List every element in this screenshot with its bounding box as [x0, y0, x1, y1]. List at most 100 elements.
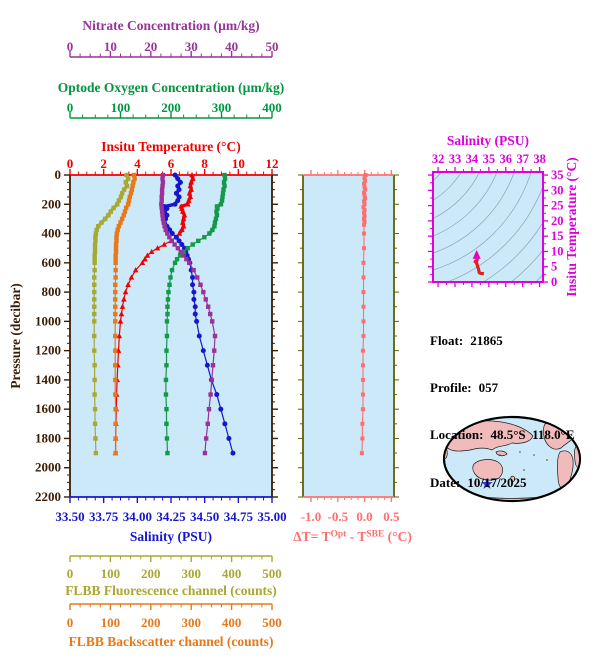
svg-text:300: 300	[181, 615, 201, 630]
svg-text:33: 33	[449, 152, 462, 166]
svg-text:34.50: 34.50	[190, 509, 219, 524]
svg-text:15: 15	[551, 229, 564, 243]
series-oxygen	[163, 172, 228, 456]
svg-text:35: 35	[483, 152, 496, 166]
svg-text:-1.0: -1.0	[301, 509, 322, 524]
axis-nitrate: 0 10 20 30 40 50 Nitrate Concentration (µm/kg)	[67, 18, 279, 58]
svg-text:32: 32	[432, 152, 445, 166]
svg-text:30: 30	[551, 183, 564, 197]
delta-t-axis-title: ΔT= TOpt - TSBE (°C)	[293, 529, 412, 544]
info-value: 48.5°S 118.0°E	[490, 427, 575, 443]
info-label: Float:	[430, 332, 464, 348]
svg-text:0: 0	[67, 156, 74, 171]
svg-text:600: 600	[42, 255, 62, 270]
axis-salinity: 33.50 33.75 34.00 34.25 34.50 34.75 35.00 Salin…	[55, 497, 287, 544]
svg-text:20: 20	[551, 214, 564, 228]
svg-text:40: 40	[225, 39, 238, 54]
svg-text:1600: 1600	[35, 401, 61, 416]
svg-text:0.0: 0.0	[356, 509, 372, 524]
svg-text:37: 37	[516, 152, 529, 166]
svg-text:5: 5	[551, 260, 557, 274]
series-nitrate	[159, 172, 218, 456]
svg-text:34.00: 34.00	[123, 509, 152, 524]
svg-text:400: 400	[222, 566, 242, 581]
float-info-line: Profile: 057	[430, 380, 575, 396]
float-info-line: Float: 21865	[430, 333, 575, 349]
svg-text:Pressure (decibar): Pressure (decibar)	[8, 283, 23, 389]
svg-text:34.25: 34.25	[156, 509, 186, 524]
svg-text:500: 500	[262, 566, 282, 581]
info-value: 10/17/2025	[467, 474, 527, 490]
svg-text:200: 200	[42, 196, 62, 211]
svg-text:FLBB Fluorescence channel (cou: FLBB Fluorescence channel (counts)	[65, 583, 277, 598]
float-info: Float: 21865 Profile: 057 Location: 48.5°S …	[430, 301, 575, 522]
svg-text:Nitrate Concentration (µm/kg): Nitrate Concentration (µm/kg)	[82, 18, 259, 33]
svg-text:200: 200	[141, 566, 161, 581]
svg-text:35: 35	[551, 168, 564, 182]
svg-text:FLBB Backscatter channel (coun: FLBB Backscatter channel (counts)	[69, 634, 274, 649]
svg-text:400: 400	[222, 615, 242, 630]
svg-text:10: 10	[232, 156, 245, 171]
series-fluorescence	[92, 172, 131, 456]
svg-text:34.75: 34.75	[224, 509, 254, 524]
svg-text:50: 50	[266, 39, 279, 54]
svg-text:200: 200	[141, 615, 161, 630]
svg-text:100: 100	[101, 566, 121, 581]
axis-oxygen: 0 100 200 300 400 Optode Oxygen Concentration…	[58, 80, 284, 119]
svg-text:1800: 1800	[35, 430, 61, 445]
svg-text:500: 500	[262, 615, 282, 630]
info-label: Location:	[430, 427, 484, 443]
svg-text:38: 38	[533, 152, 546, 166]
info-label: Profile:	[430, 379, 472, 395]
info-label: Date:	[430, 474, 461, 490]
float-location-star	[481, 478, 493, 489]
svg-text:2000: 2000	[35, 460, 61, 475]
svg-text:-0.5: -0.5	[327, 509, 348, 524]
svg-text:Salinity (PSU): Salinity (PSU)	[130, 529, 212, 544]
svg-text:Insitu Temperature (°C): Insitu Temperature (°C)	[101, 139, 240, 154]
svg-text:0: 0	[67, 615, 74, 630]
svg-text:0: 0	[67, 39, 74, 54]
svg-text:0: 0	[67, 566, 74, 581]
svg-text:25: 25	[551, 199, 564, 213]
svg-text:35.00: 35.00	[257, 509, 286, 524]
svg-text:300: 300	[212, 100, 232, 115]
ts-track-arrow	[472, 249, 481, 259]
ts-track	[473, 258, 485, 276]
svg-text:0: 0	[551, 275, 557, 289]
svg-text:1200: 1200	[35, 343, 61, 358]
svg-text:100: 100	[111, 100, 131, 115]
svg-text:2200: 2200	[35, 489, 61, 504]
svg-text:0: 0	[55, 167, 62, 182]
svg-text:400: 400	[262, 100, 282, 115]
svg-text:10: 10	[104, 39, 117, 54]
svg-text:8: 8	[201, 156, 208, 171]
float-info-line: Date: 10/17/2025	[430, 475, 575, 491]
svg-text:4: 4	[134, 156, 141, 171]
svg-text:36: 36	[500, 152, 513, 166]
svg-text:Optode Oxygen Concentration (µ: Optode Oxygen Concentration (µm/kg)	[58, 80, 284, 95]
svg-text:Insitu Temperature (°C): Insitu Temperature (°C)	[564, 157, 579, 296]
axis-backscatter: 0 100 200 300 400 500 FLBB Backscatter channel…	[67, 603, 282, 649]
svg-text:Salinity (PSU): Salinity (PSU)	[447, 133, 529, 148]
svg-text:100: 100	[101, 615, 121, 630]
float-info-line: Location: 48.5°S 118.0°E	[430, 427, 575, 443]
svg-text:0.5: 0.5	[383, 509, 400, 524]
delta-t-plot: -1.0 -0.5 0.0 0.5 ΔT= TOpt - TSBE (°C)	[293, 170, 412, 544]
svg-text:800: 800	[42, 284, 62, 299]
svg-text:1000: 1000	[35, 313, 61, 328]
svg-text:10: 10	[551, 244, 564, 258]
svg-text:0: 0	[67, 100, 74, 115]
svg-text:2: 2	[100, 156, 107, 171]
svg-text:34: 34	[466, 152, 479, 166]
svg-text:12: 12	[266, 156, 279, 171]
svg-text:33.75: 33.75	[89, 509, 119, 524]
info-value: 057	[478, 379, 499, 395]
svg-text:1400: 1400	[35, 372, 61, 387]
svg-text:400: 400	[42, 226, 62, 241]
svg-text:200: 200	[161, 100, 181, 115]
svg-text:20: 20	[144, 39, 157, 54]
